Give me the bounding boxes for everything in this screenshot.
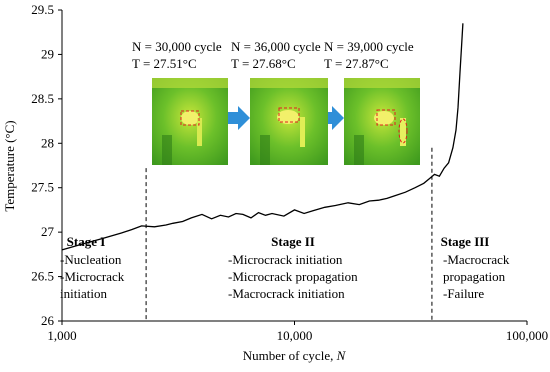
x-tick-label: 100,000 [506,328,548,343]
y-axis-label: Temperature (°C) [2,120,17,211]
stage-note: -Failure [443,286,484,301]
thermal-image [344,78,420,165]
y-tick-label: 27.5 [31,180,54,195]
x-tick-label: 1,000 [47,328,76,343]
snapshot-cycle: N = 36,000 cycle [231,39,321,54]
y-tick-label: 28.5 [31,91,54,106]
stage-note: -Nucleation [60,252,122,267]
y-tick-label: 26 [41,313,55,328]
thermal-image [250,78,328,165]
stage-title: Stage III [441,234,490,249]
snapshot-temperature: T = 27.51°C [132,56,197,71]
snapshot-cycle: N = 30,000 cycle [132,39,222,54]
snapshot-cycle: N = 39,000 cycle [324,39,414,54]
x-axis-label-variable: N [336,348,347,363]
x-axis-label-text: Number of cycle, [243,348,337,363]
y-tick-label: 29.5 [31,2,54,17]
stage-note: initiation [60,286,107,301]
y-tick-label: 29 [41,46,54,61]
stage-note: propagation [443,269,506,284]
snapshot-temperature: T = 27.68°C [231,56,296,71]
stage-note: -Microcrack initiation [228,252,343,267]
stage-note: -Macrocrack initiation [228,286,345,301]
thermal-images [152,78,420,165]
stage-note: -Microcrack propagation [228,269,358,284]
snapshot-temperature: T = 27.87°C [324,56,389,71]
thermal-image [152,78,228,165]
stage-title: Stage I [67,234,106,249]
stage-note: -Microcrack [60,269,125,284]
y-tick-label: 28 [41,135,54,150]
stage-title: Stage II [271,234,315,249]
x-tick-label: 10,000 [277,328,313,343]
data-line [61,23,464,251]
y-tick-label: 27 [41,224,55,239]
stage-note: -Macrocrack [443,252,510,267]
arrow [328,106,344,130]
arrow [228,106,250,130]
x-axis-label: Number of cycle, N [243,348,347,363]
y-tick-label: 26.5 [31,269,54,284]
